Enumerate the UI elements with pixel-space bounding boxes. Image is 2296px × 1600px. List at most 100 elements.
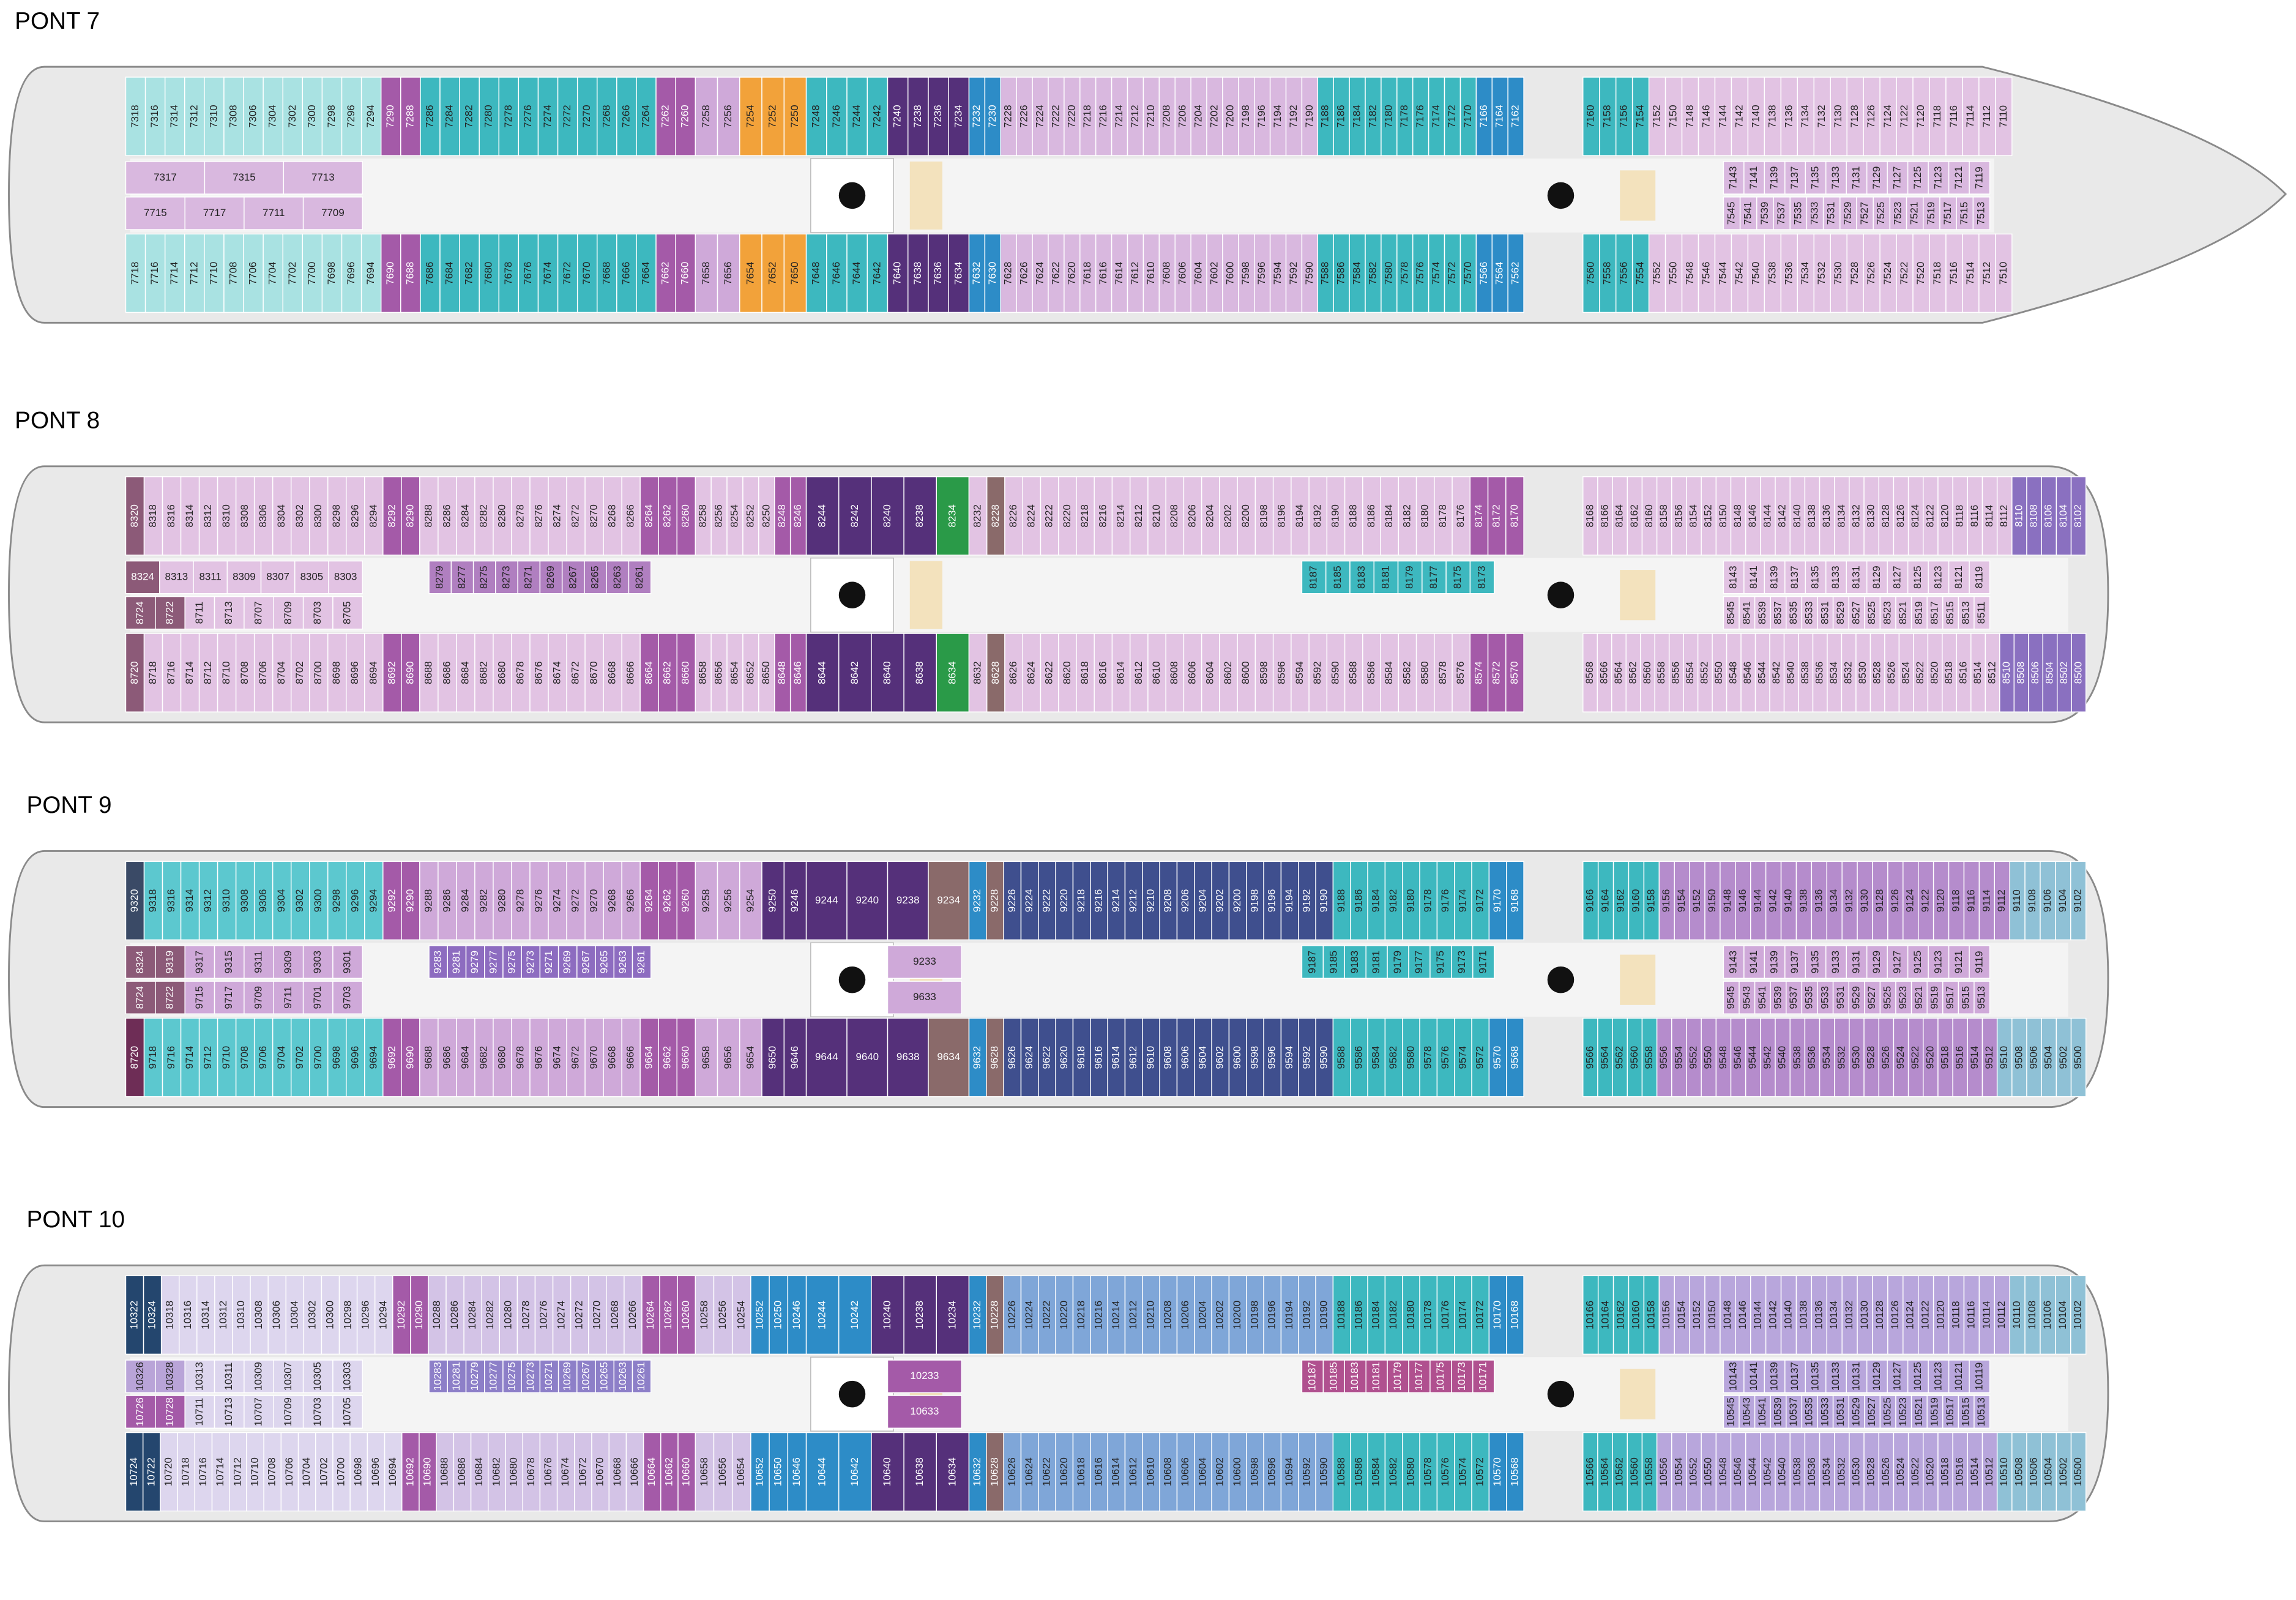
cabin-number: 9188 <box>1335 889 1347 913</box>
cabin-number: 7644 <box>851 262 862 285</box>
cabin-number: 9301 <box>341 951 353 974</box>
cabin <box>2070 1275 2087 1355</box>
cabin-number: 9532 <box>1835 1046 1847 1069</box>
cabin <box>180 633 200 712</box>
cabin-number: 10515 <box>1960 1397 1972 1426</box>
cabin <box>177 1432 196 1512</box>
cabin-number: 10705 <box>341 1397 353 1426</box>
cabin <box>125 1275 144 1355</box>
cabin <box>1863 1017 1879 1097</box>
cabin-number: 9175 <box>1434 951 1446 974</box>
cabin-number: 7642 <box>871 262 882 285</box>
cabin-number: 7268 <box>600 105 612 128</box>
cabin-number: 9171 <box>1477 951 1489 974</box>
cabin-number: 10222 <box>1040 1301 1052 1329</box>
cabin <box>419 476 439 556</box>
cabin-number: 7296 <box>345 105 357 128</box>
cabin <box>1839 196 1857 230</box>
cabin <box>282 233 304 313</box>
cabin-number: 9676 <box>533 1046 545 1069</box>
cabin <box>1090 861 1108 941</box>
cabin-number: 9240 <box>855 894 879 906</box>
cabin-number: 8316 <box>165 504 177 528</box>
cabin <box>695 77 718 156</box>
cabin <box>384 1432 403 1512</box>
cabin <box>641 1275 660 1355</box>
elevator-icon <box>1547 581 1575 608</box>
cabin <box>1183 633 1202 712</box>
cabin-number: 10126 <box>1889 1301 1901 1329</box>
cabin-number: 10694 <box>387 1457 398 1486</box>
cabin <box>986 1432 1004 1512</box>
cabin <box>903 476 937 556</box>
cabin <box>1072 1017 1091 1097</box>
cabin <box>986 1017 1004 1097</box>
cabin <box>1896 77 1914 156</box>
cabin-number: 7232 <box>971 105 982 128</box>
cabin <box>495 560 518 594</box>
cabin-number: 9674 <box>551 1046 563 1069</box>
cabin <box>1641 476 1658 556</box>
cabin <box>1454 861 1472 941</box>
cabin-number: 10716 <box>197 1457 209 1486</box>
cabin-number: 10632 <box>971 1457 983 1486</box>
cabin-number: 8537 <box>1772 601 1783 624</box>
cabin <box>321 77 343 156</box>
cabin-number: 9170 <box>1491 889 1503 913</box>
cabin <box>1817 1395 1834 1429</box>
cabin-number: 10622 <box>1040 1457 1052 1486</box>
cabin-number: 9317 <box>193 951 205 974</box>
cabin <box>2011 1432 2027 1512</box>
cabin <box>273 596 304 630</box>
cabin <box>125 233 146 313</box>
cabin <box>1674 1275 1690 1355</box>
cabin-number: 8208 <box>1168 504 1180 528</box>
cabin-number: 8272 <box>570 504 581 528</box>
cabin-number: 9594 <box>1283 1046 1295 1069</box>
cabin <box>1848 1395 1865 1429</box>
cabin <box>639 476 659 556</box>
cabin <box>1878 1432 1895 1512</box>
cabin <box>1942 981 1959 1015</box>
cabin-number: 10724 <box>128 1457 140 1486</box>
cabin-number: 7532 <box>1816 262 1827 285</box>
cabin-number: 8175 <box>1452 566 1463 589</box>
cabin-number: 8262 <box>662 504 673 528</box>
cabin-number: 7316 <box>149 105 160 128</box>
cabin-number: 10102 <box>2072 1301 2084 1329</box>
cabin-number: 10216 <box>1092 1301 1104 1329</box>
cabin-number: 10175 <box>1434 1362 1446 1391</box>
stairs <box>909 161 942 230</box>
cabin <box>1804 1432 1821 1512</box>
cabin <box>606 1275 625 1355</box>
cabin-number: 8150 <box>1717 504 1729 528</box>
cabin-number: 7668 <box>600 262 612 285</box>
cabin <box>624 1275 643 1355</box>
cabin-number: 8564 <box>1613 662 1624 684</box>
cabin-number: 9164 <box>1600 889 1611 913</box>
cabin <box>1978 861 1995 941</box>
cabin-number: 9300 <box>312 889 324 913</box>
cabin <box>282 77 304 156</box>
cabin-number: 7588 <box>1319 262 1331 285</box>
cabin <box>1969 161 1991 195</box>
cabin-number: 9506 <box>2028 1046 2040 1069</box>
cabin-number: 9174 <box>1456 889 1468 913</box>
cabin <box>1147 633 1166 712</box>
cabin <box>846 77 868 156</box>
cabin-number: 7206 <box>1177 105 1188 128</box>
cabin <box>1825 1359 1847 1393</box>
cabin-number: 9129 <box>1871 951 1882 974</box>
cabin <box>968 77 986 156</box>
cabin-number: 9244 <box>815 894 838 906</box>
cabin <box>1397 560 1423 594</box>
cabin <box>360 77 382 156</box>
cabin <box>1398 633 1417 712</box>
cabin <box>272 476 292 556</box>
cabin <box>1879 596 1896 630</box>
cabin-number: 8154 <box>1688 504 1699 528</box>
cabin-number: 10143 <box>1728 1362 1739 1391</box>
cabin-number: 10218 <box>1075 1301 1087 1329</box>
cabin-number: 7140 <box>1750 105 1761 128</box>
cabin <box>1923 1432 1939 1512</box>
